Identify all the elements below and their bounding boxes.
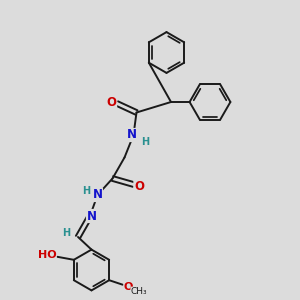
Text: N: N — [86, 209, 97, 223]
Text: N: N — [127, 128, 137, 142]
Text: H: H — [82, 186, 90, 197]
Text: O: O — [134, 179, 144, 193]
Text: O: O — [106, 95, 117, 109]
Text: H: H — [141, 136, 150, 147]
Text: CH₃: CH₃ — [131, 287, 148, 296]
Text: H: H — [62, 228, 71, 239]
Text: O: O — [124, 282, 134, 292]
Text: HO: HO — [38, 250, 56, 260]
Text: N: N — [92, 188, 103, 202]
